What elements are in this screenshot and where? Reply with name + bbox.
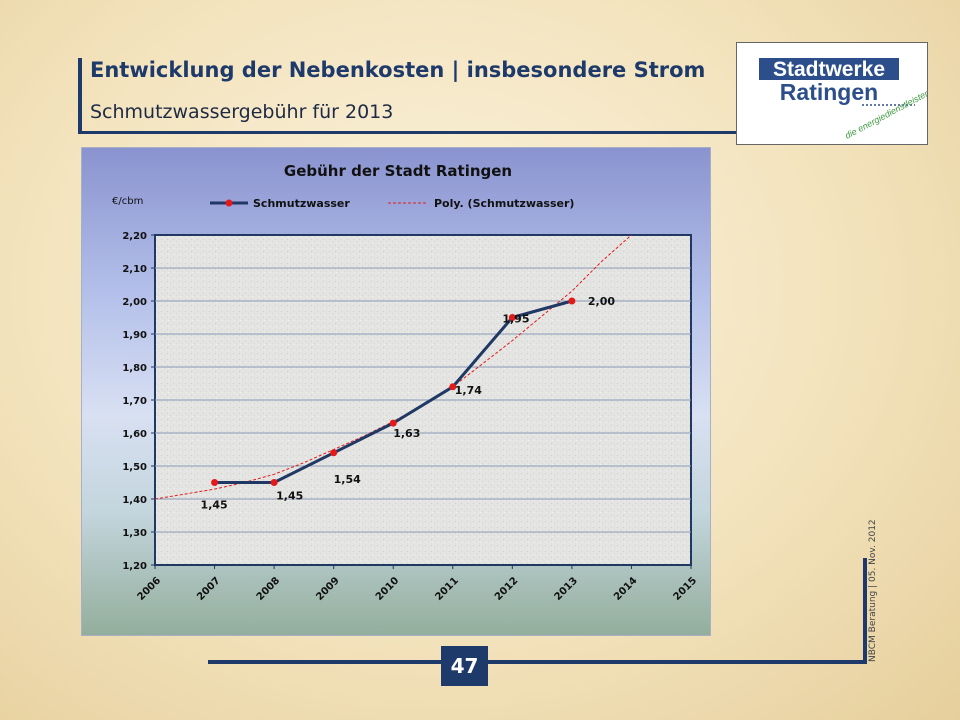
y-tick-label: 1,80 [122, 363, 147, 374]
chart-title: Gebühr der Stadt Ratingen [284, 162, 512, 180]
y-tick-label: 1,50 [122, 462, 147, 473]
x-tick-label: 2013 [553, 575, 580, 602]
x-tick-label: 2011 [433, 575, 460, 602]
y-tick-label: 2,10 [122, 264, 147, 275]
data-point [508, 314, 516, 321]
x-tick-label: 2014 [612, 575, 639, 602]
page-title: Entwicklung der Nebenkosten | insbesonde… [90, 58, 706, 82]
chart-legend: Schmutzwasser Poly. (Schmutzwasser) [210, 197, 574, 210]
y-tick-label: 1,70 [122, 396, 147, 407]
footer-line [208, 660, 867, 664]
svg-text:Ratingen: Ratingen [780, 79, 878, 105]
data-point [211, 479, 219, 486]
x-tick-label: 2008 [255, 575, 282, 602]
data-label: 1,95 [502, 313, 529, 326]
data-point [330, 449, 338, 457]
svg-text:Stadtwerke: Stadtwerke [773, 58, 885, 81]
legend-trend-label: Poly. (Schmutzwasser) [434, 197, 574, 210]
footer-vertical-text: NBCM Beratung | 05. Nov. 2012 [868, 519, 878, 662]
footer-side-bar [863, 558, 867, 664]
y-tick-label: 1,90 [122, 330, 147, 341]
data-point [449, 383, 457, 391]
line-chart: Gebühr der Stadt Ratingen €/cbm Schmutzw… [112, 162, 699, 603]
data-label: 1,74 [455, 384, 482, 397]
x-tick-label: 2010 [374, 575, 401, 602]
x-tick-label: 2015 [672, 575, 699, 602]
chart-panel: Gebühr der Stadt Ratingen €/cbm Schmutzw… [81, 147, 711, 636]
y-tick-label: 1,30 [122, 528, 147, 539]
y-tick-label: 2,00 [122, 297, 147, 308]
x-tick-label: 2012 [493, 575, 520, 602]
data-label: 1,45 [276, 490, 303, 503]
y-axis-label: €/cbm [112, 196, 143, 207]
stadtwerke-logo: Stadtwerke Ratingen die energiedienstlei… [736, 42, 928, 145]
data-point [270, 479, 278, 486]
y-tick-label: 2,20 [122, 231, 147, 242]
data-point [568, 297, 576, 305]
x-tick-label: 2007 [195, 575, 222, 602]
data-label: 2,00 [588, 295, 615, 308]
legend-series-marker [225, 199, 233, 207]
data-label: 1,54 [334, 473, 361, 486]
x-tick-label: 2006 [136, 575, 163, 602]
page-subtitle: Schmutzwassergebühr für 2013 [90, 101, 394, 123]
page-number: 47 [441, 646, 488, 686]
data-point [389, 419, 397, 427]
data-label: 1,45 [201, 499, 228, 512]
y-tick-label: 1,60 [122, 429, 147, 440]
legend-series-label: Schmutzwasser [253, 197, 350, 210]
y-tick-label: 1,20 [122, 561, 147, 572]
data-label: 1,63 [393, 427, 420, 440]
header-accent-bar [78, 58, 82, 134]
y-tick-label: 1,40 [122, 495, 147, 506]
x-tick-label: 2009 [314, 575, 341, 602]
header-underline [78, 131, 738, 134]
